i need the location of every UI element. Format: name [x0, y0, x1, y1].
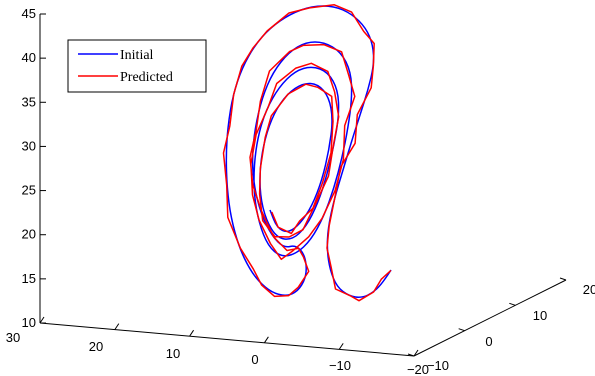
z-tick-label: 35	[22, 94, 36, 109]
x-tick-label: 20	[89, 339, 103, 354]
series-initial-line	[225, 5, 392, 298]
legend-label: Initial	[120, 48, 154, 63]
x-tick-label: 30	[6, 330, 20, 345]
x-tick-mark	[114, 323, 120, 330]
x-axis-line	[39, 322, 415, 357]
x-tick-label: 0	[251, 352, 258, 367]
y-tick-label: 10	[533, 308, 547, 323]
y-tick-mark	[458, 328, 465, 332]
x-tick-label: −10	[329, 358, 351, 373]
x-tick-mark	[39, 316, 45, 324]
y-axis-line	[413, 279, 567, 357]
y-tick-mark	[559, 277, 567, 281]
z-tick-label: 40	[22, 50, 36, 65]
y-tick-label: 0	[485, 334, 492, 349]
z-tick-label: 10	[22, 315, 36, 330]
legend-label: Predicted	[120, 70, 173, 85]
y-tick-mark	[407, 353, 415, 357]
y-tick-label: 20	[583, 282, 595, 297]
x-tick-mark	[189, 329, 195, 337]
trajectory-curves	[222, 4, 392, 302]
x-tick-mark	[263, 336, 269, 344]
z-tick-label: 45	[22, 6, 36, 21]
y-tick-mark	[509, 302, 516, 306]
y-tick-label: −10	[427, 358, 449, 373]
legend-box	[67, 39, 207, 93]
x-tick-label: 10	[166, 346, 180, 361]
x-tick-mark	[338, 343, 344, 350]
x-tick-label: −20	[407, 362, 429, 376]
z-tick-label: 30	[22, 138, 36, 153]
z-tick-label: 25	[22, 183, 36, 198]
x-tick-mark	[413, 349, 419, 357]
series-predicted-line	[222, 4, 392, 302]
z-tick-label: 20	[22, 227, 36, 242]
legend: Initial Predicted	[67, 39, 207, 93]
z-tick-label: 15	[22, 271, 36, 286]
